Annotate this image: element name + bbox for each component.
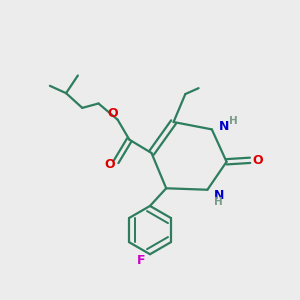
Text: N: N (213, 188, 224, 202)
Text: H: H (214, 197, 223, 207)
Text: N: N (218, 120, 229, 133)
Text: O: O (104, 158, 115, 171)
Text: O: O (252, 154, 263, 167)
Text: O: O (107, 107, 118, 120)
Text: F: F (137, 254, 146, 267)
Text: H: H (229, 116, 237, 126)
